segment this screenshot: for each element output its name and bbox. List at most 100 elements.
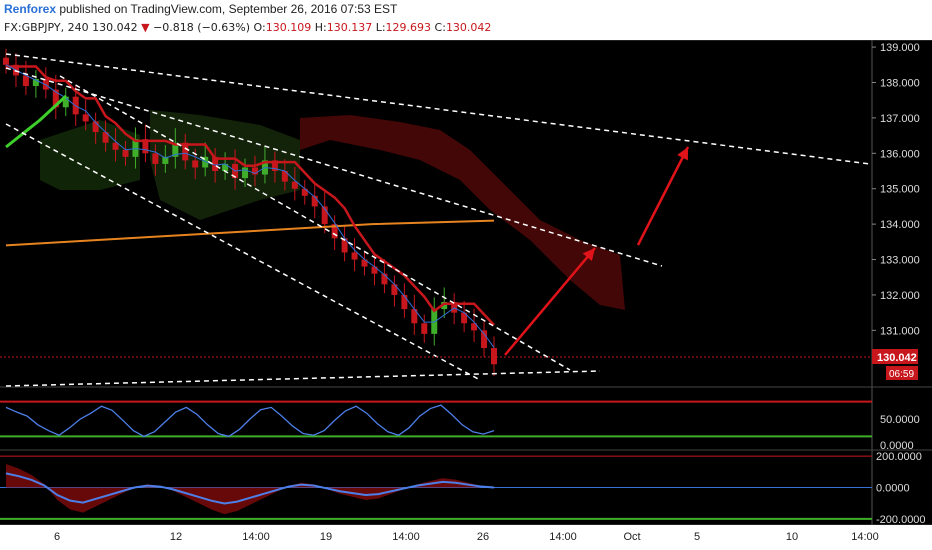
candle-body — [172, 142, 179, 157]
osc-tick-label: 50.0000 — [880, 414, 920, 426]
candle-body — [281, 171, 288, 182]
candle-body — [441, 302, 448, 310]
candle-body — [122, 149, 129, 157]
candle-body — [421, 323, 428, 334]
price-tick-label: 134.000 — [880, 219, 920, 231]
candle-body — [62, 96, 69, 108]
trendlines — [5, 53, 871, 387]
ohlc-line: FX:GBPJPY, 240 130.042 ▼ −0.818 (−0.63%)… — [4, 21, 491, 34]
forecast-arrow-shaft — [636, 146, 690, 246]
candle-body — [361, 259, 368, 267]
candle-body — [461, 312, 468, 324]
close-label: C: — [434, 21, 446, 34]
time-axis-bg — [0, 525, 932, 550]
trendline — [5, 67, 663, 267]
down-arrow-icon: ▼ — [141, 21, 150, 34]
forecast-arrows — [504, 146, 690, 356]
open-value: 130.109 — [265, 21, 312, 34]
countdown-tag — [886, 366, 918, 380]
oscillator-pane: 50.0000 0.0000 — [0, 400, 920, 452]
price-tick-label: 133.000 — [880, 255, 920, 267]
open-label: O: — [253, 21, 266, 34]
chart-header: Renforex published on TradingView.com, S… — [0, 0, 932, 40]
candle-body — [341, 238, 348, 253]
oscillator-line — [5, 404, 495, 438]
candle-body — [3, 57, 9, 65]
forecast-arrow-head — [677, 147, 688, 161]
baseline-ma — [5, 219, 495, 247]
candle-body — [212, 156, 219, 172]
candle-body — [92, 121, 99, 133]
candle-body — [391, 284, 398, 295]
mom-tick-label: -200.0000 — [876, 514, 926, 526]
candle-body — [321, 206, 328, 225]
last-price: 130.042 — [92, 21, 138, 34]
candle-body — [351, 252, 358, 260]
last-price-tag — [872, 349, 918, 364]
time-tick-label: 19 — [320, 531, 332, 543]
indicator-lines — [5, 64, 495, 348]
close-value: 130.042 — [445, 21, 492, 34]
time-tick-label: Oct — [623, 531, 640, 543]
candle-body — [182, 142, 189, 161]
candle-body — [311, 195, 318, 207]
price-tick-label: 138.000 — [880, 77, 920, 89]
chart-canvas[interactable]: 139.000 138.000 137.000 136.000 135.000 134.0… — [0, 40, 932, 550]
candle-body — [381, 273, 388, 285]
change-value: −0.818 (−0.63%) — [153, 21, 251, 34]
high-label: H: — [314, 21, 327, 34]
kijun-line — [6, 65, 495, 326]
publish-line: Renforex published on TradingView.com, S… — [4, 2, 397, 16]
candle-body — [242, 167, 249, 179]
low-value: 129.693 — [385, 21, 432, 34]
momentum-pane: 200.0000 0.0000 -200.0000 — [0, 451, 926, 526]
candle-body — [192, 160, 199, 168]
candle-body — [52, 89, 59, 108]
candle-body — [112, 142, 119, 150]
candle-body — [471, 323, 478, 331]
time-tick-label: 26 — [477, 531, 489, 543]
bearish-cloud — [300, 115, 625, 310]
mom-tick-label: 0.0000 — [876, 483, 910, 495]
author-name[interactable]: Renforex — [4, 2, 57, 16]
mom-tick-label: 200.0000 — [876, 451, 922, 463]
forecast-arrow-shaft — [504, 247, 596, 356]
green-ma-segment — [5, 94, 68, 149]
symbol-label[interactable]: FX:GBPJPY, 240 — [4, 21, 89, 34]
price-tick-label: 139.000 — [880, 42, 920, 54]
countdown-tag-text: 06:59 — [889, 369, 914, 380]
candle-body — [371, 266, 378, 274]
candle-body — [411, 309, 418, 324]
price-tick-label: 137.000 — [880, 113, 920, 125]
candle-body — [142, 139, 149, 154]
candle-body — [401, 294, 408, 310]
price-ticks: 139.000 138.000 137.000 136.000 135.000 134.0… — [872, 42, 920, 337]
tenkan-line — [5, 64, 495, 348]
candle-body — [301, 188, 308, 196]
price-tick-label: 136.000 — [880, 148, 920, 160]
candle-body — [152, 153, 159, 164]
trendline — [59, 75, 571, 371]
candle-body — [451, 302, 458, 313]
time-tick-label: 14:00 — [851, 531, 879, 543]
time-tick-label: 5 — [694, 531, 700, 543]
candle-body — [162, 156, 169, 164]
candle-body — [82, 114, 89, 122]
time-tick-label: 14:00 — [242, 531, 270, 543]
time-tick-label: 10 — [786, 531, 798, 543]
candle-body — [271, 160, 278, 172]
candle-body — [102, 132, 109, 143]
momentum-line — [5, 472, 495, 505]
published-text: published on TradingView.com, September … — [59, 2, 398, 16]
time-tick-label: 14:00 — [549, 531, 577, 543]
candle-body — [132, 139, 139, 157]
price-tick-label: 131.000 — [880, 325, 920, 337]
candle-body — [291, 181, 298, 189]
osc-tick-label: 0.0000 — [880, 440, 914, 452]
trendline — [5, 53, 871, 165]
candle-body — [32, 78, 39, 87]
low-label: L: — [375, 21, 386, 34]
last-price-tag-text: 130.042 — [877, 352, 917, 364]
candle-body — [42, 78, 49, 90]
bullish-cloud-early — [40, 120, 140, 190]
